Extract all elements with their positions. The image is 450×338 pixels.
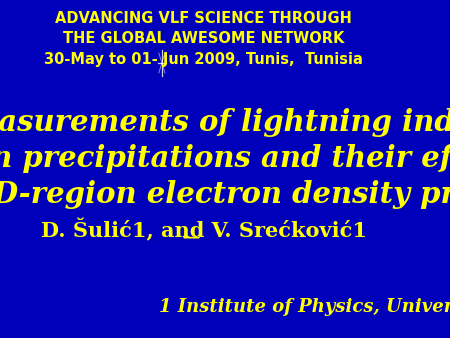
Text: ADVANCING VLF SCIENCE THROUGH
THE GLOBAL AWESOME NETWORK
30-May to 01- Jun 2009,: ADVANCING VLF SCIENCE THROUGH THE GLOBAL… [45, 11, 363, 67]
Text: 1 Institute of Physics, University of Belgrade, Serbia: 1 Institute of Physics, University of Be… [159, 298, 450, 316]
Text: VLF measurements of lightning induced
electron precipitations and their effects
: VLF measurements of lightning induced el… [0, 108, 450, 209]
Text: D. Šulić1, and V. Srećković1: D. Šulić1, and V. Srećković1 [41, 218, 367, 241]
